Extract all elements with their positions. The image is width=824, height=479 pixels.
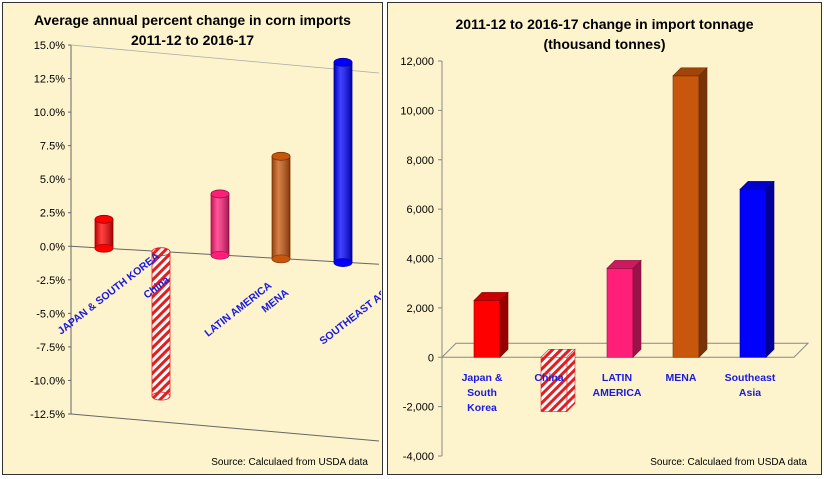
left-floor-line: [70, 413, 380, 442]
left-bar-4: [333, 57, 353, 267]
left-y-tick-label: 5.0%: [40, 174, 65, 186]
left-chart-panel: Average annual percent change in corn im…: [2, 2, 383, 475]
right-chart-panel: 2011-12 to 2016-17 change in import tonn…: [387, 2, 822, 475]
left-y-tick-label: 2.5%: [40, 208, 65, 220]
left-back-line: [70, 44, 380, 74]
left-y-tick-label: 15.0%: [34, 40, 65, 52]
left-bar-bottom-cap: [151, 391, 171, 401]
left-chart-title-line2: 2011-12 to 2016-17: [131, 32, 254, 48]
right-category-label: AMERICA: [593, 387, 642, 399]
right-y-tick-label: 10,000: [400, 105, 434, 117]
left-bar-3: [271, 151, 291, 264]
right-source-note: Source: Calculaed from USDA data: [650, 457, 807, 468]
right-category-label: LATIN: [602, 372, 632, 384]
left-chart-title-line1: Average annual percent change in corn im…: [34, 12, 351, 28]
right-bar-side: [698, 67, 708, 358]
left-bar-bottom-cap: [333, 258, 353, 267]
right-category-label: Southeast: [725, 372, 776, 384]
right-y-tick-labels: 12,000 10,000 8,000 6,000 4,000 2,000 0 -2,000 -…: [400, 56, 442, 463]
left-bar-shading: [211, 193, 229, 256]
right-bar-top: [739, 181, 775, 190]
left-y-tick-labels: 15.0% 12.5% 10.0% 7.5% 5.0% 2.5% 0.0% -2.5% -5.0…: [30, 40, 71, 421]
right-y-tick-label: 8,000: [406, 155, 434, 167]
left-bar-0: [94, 214, 114, 253]
left-bar-shading: [334, 62, 352, 263]
right-category-label: Asia: [739, 387, 761, 399]
right-y-tick-label: -4,000: [403, 451, 434, 463]
left-y-tick-label: -5.0%: [36, 308, 65, 320]
left-y-tick-label: -10.0%: [30, 375, 65, 387]
left-axes: [70, 44, 380, 442]
left-y-tick-label: -12.5%: [30, 409, 65, 421]
left-y-tick-label: 7.5%: [40, 141, 65, 153]
right-bar-top: [672, 67, 708, 77]
right-chart-title-line1: 2011-12 to 2016-17 change in import tonn…: [455, 16, 754, 32]
right-chart-svg: 12,000 10,000 8,000 6,000 4,000 2,000 0 -2,000 -…: [400, 56, 810, 463]
right-y-tick-label: 12,000: [400, 56, 434, 68]
right-bar-side: [632, 259, 642, 358]
left-bar-top-cap: [271, 151, 291, 161]
left-bar-bottom-cap: [94, 243, 114, 253]
left-bar-bottom-cap: [271, 254, 291, 264]
left-bar-top-cap: [94, 214, 114, 224]
right-bar-3: [672, 67, 708, 358]
right-category-label: China: [534, 372, 563, 384]
right-bar-1: [540, 348, 576, 413]
left-y-tick-label: -7.5%: [36, 342, 65, 354]
right-bar-front: [473, 300, 501, 358]
right-bar-4: [739, 180, 775, 358]
left-y-tick-label: 12.5%: [34, 74, 65, 86]
right-bar-side: [566, 348, 576, 413]
right-category-label: MENA: [666, 372, 697, 384]
left-bar-2: [210, 189, 230, 260]
left-bar-1: [151, 247, 171, 401]
right-y-tick-label: 6,000: [406, 204, 434, 216]
right-y-tick-label: 0: [428, 352, 434, 364]
right-category-labels: Japan & South Korea China LATIN AMERICA MENA So…: [462, 372, 776, 414]
right-bar-front: [672, 75, 700, 358]
right-bar-front: [739, 189, 767, 358]
right-y-tick-label: 4,000: [406, 254, 434, 266]
right-chart-title-line2: (thousand tonnes): [543, 36, 666, 52]
left-source-note: Source: Calculaed from USDA data: [211, 457, 368, 468]
left-y-tick-label: -2.5%: [36, 275, 65, 287]
left-chart-svg: 15.0% 12.5% 10.0% 7.5% 5.0% 2.5% 0.0% -2.5% -5.0…: [30, 40, 381, 442]
right-bar-side: [765, 180, 775, 358]
right-bar-2: [606, 259, 642, 358]
left-bars: [94, 57, 353, 401]
left-bar-top-cap: [333, 57, 353, 67]
right-bar-top: [473, 292, 509, 301]
left-bar-bottom-cap: [210, 250, 230, 260]
left-bar-top-cap: [151, 247, 171, 257]
left-bar-shading: [272, 156, 290, 259]
right-bar-front: [540, 356, 568, 412]
right-category-label: Japan &: [462, 372, 503, 384]
right-bar-front: [606, 268, 634, 358]
right-bar-top: [540, 348, 576, 358]
right-category-label: Korea: [467, 402, 497, 414]
right-bars: [473, 67, 775, 413]
left-category-label: SOUTHEAST ASIA: [317, 281, 381, 348]
left-y-tick-label: 10.0%: [34, 107, 65, 119]
right-category-label: South: [467, 387, 497, 399]
left-bar-shading: [95, 219, 113, 249]
right-bar-side: [499, 291, 509, 358]
left-bar-body: [151, 251, 171, 397]
left-bar-top-cap: [210, 189, 230, 199]
right-y-tick-label: -2,000: [403, 402, 434, 414]
left-y-tick-label: 0.0%: [40, 241, 65, 253]
right-bar-top: [606, 260, 642, 269]
right-y-tick-label: 2,000: [406, 303, 434, 315]
right-bar-0: [473, 291, 509, 358]
